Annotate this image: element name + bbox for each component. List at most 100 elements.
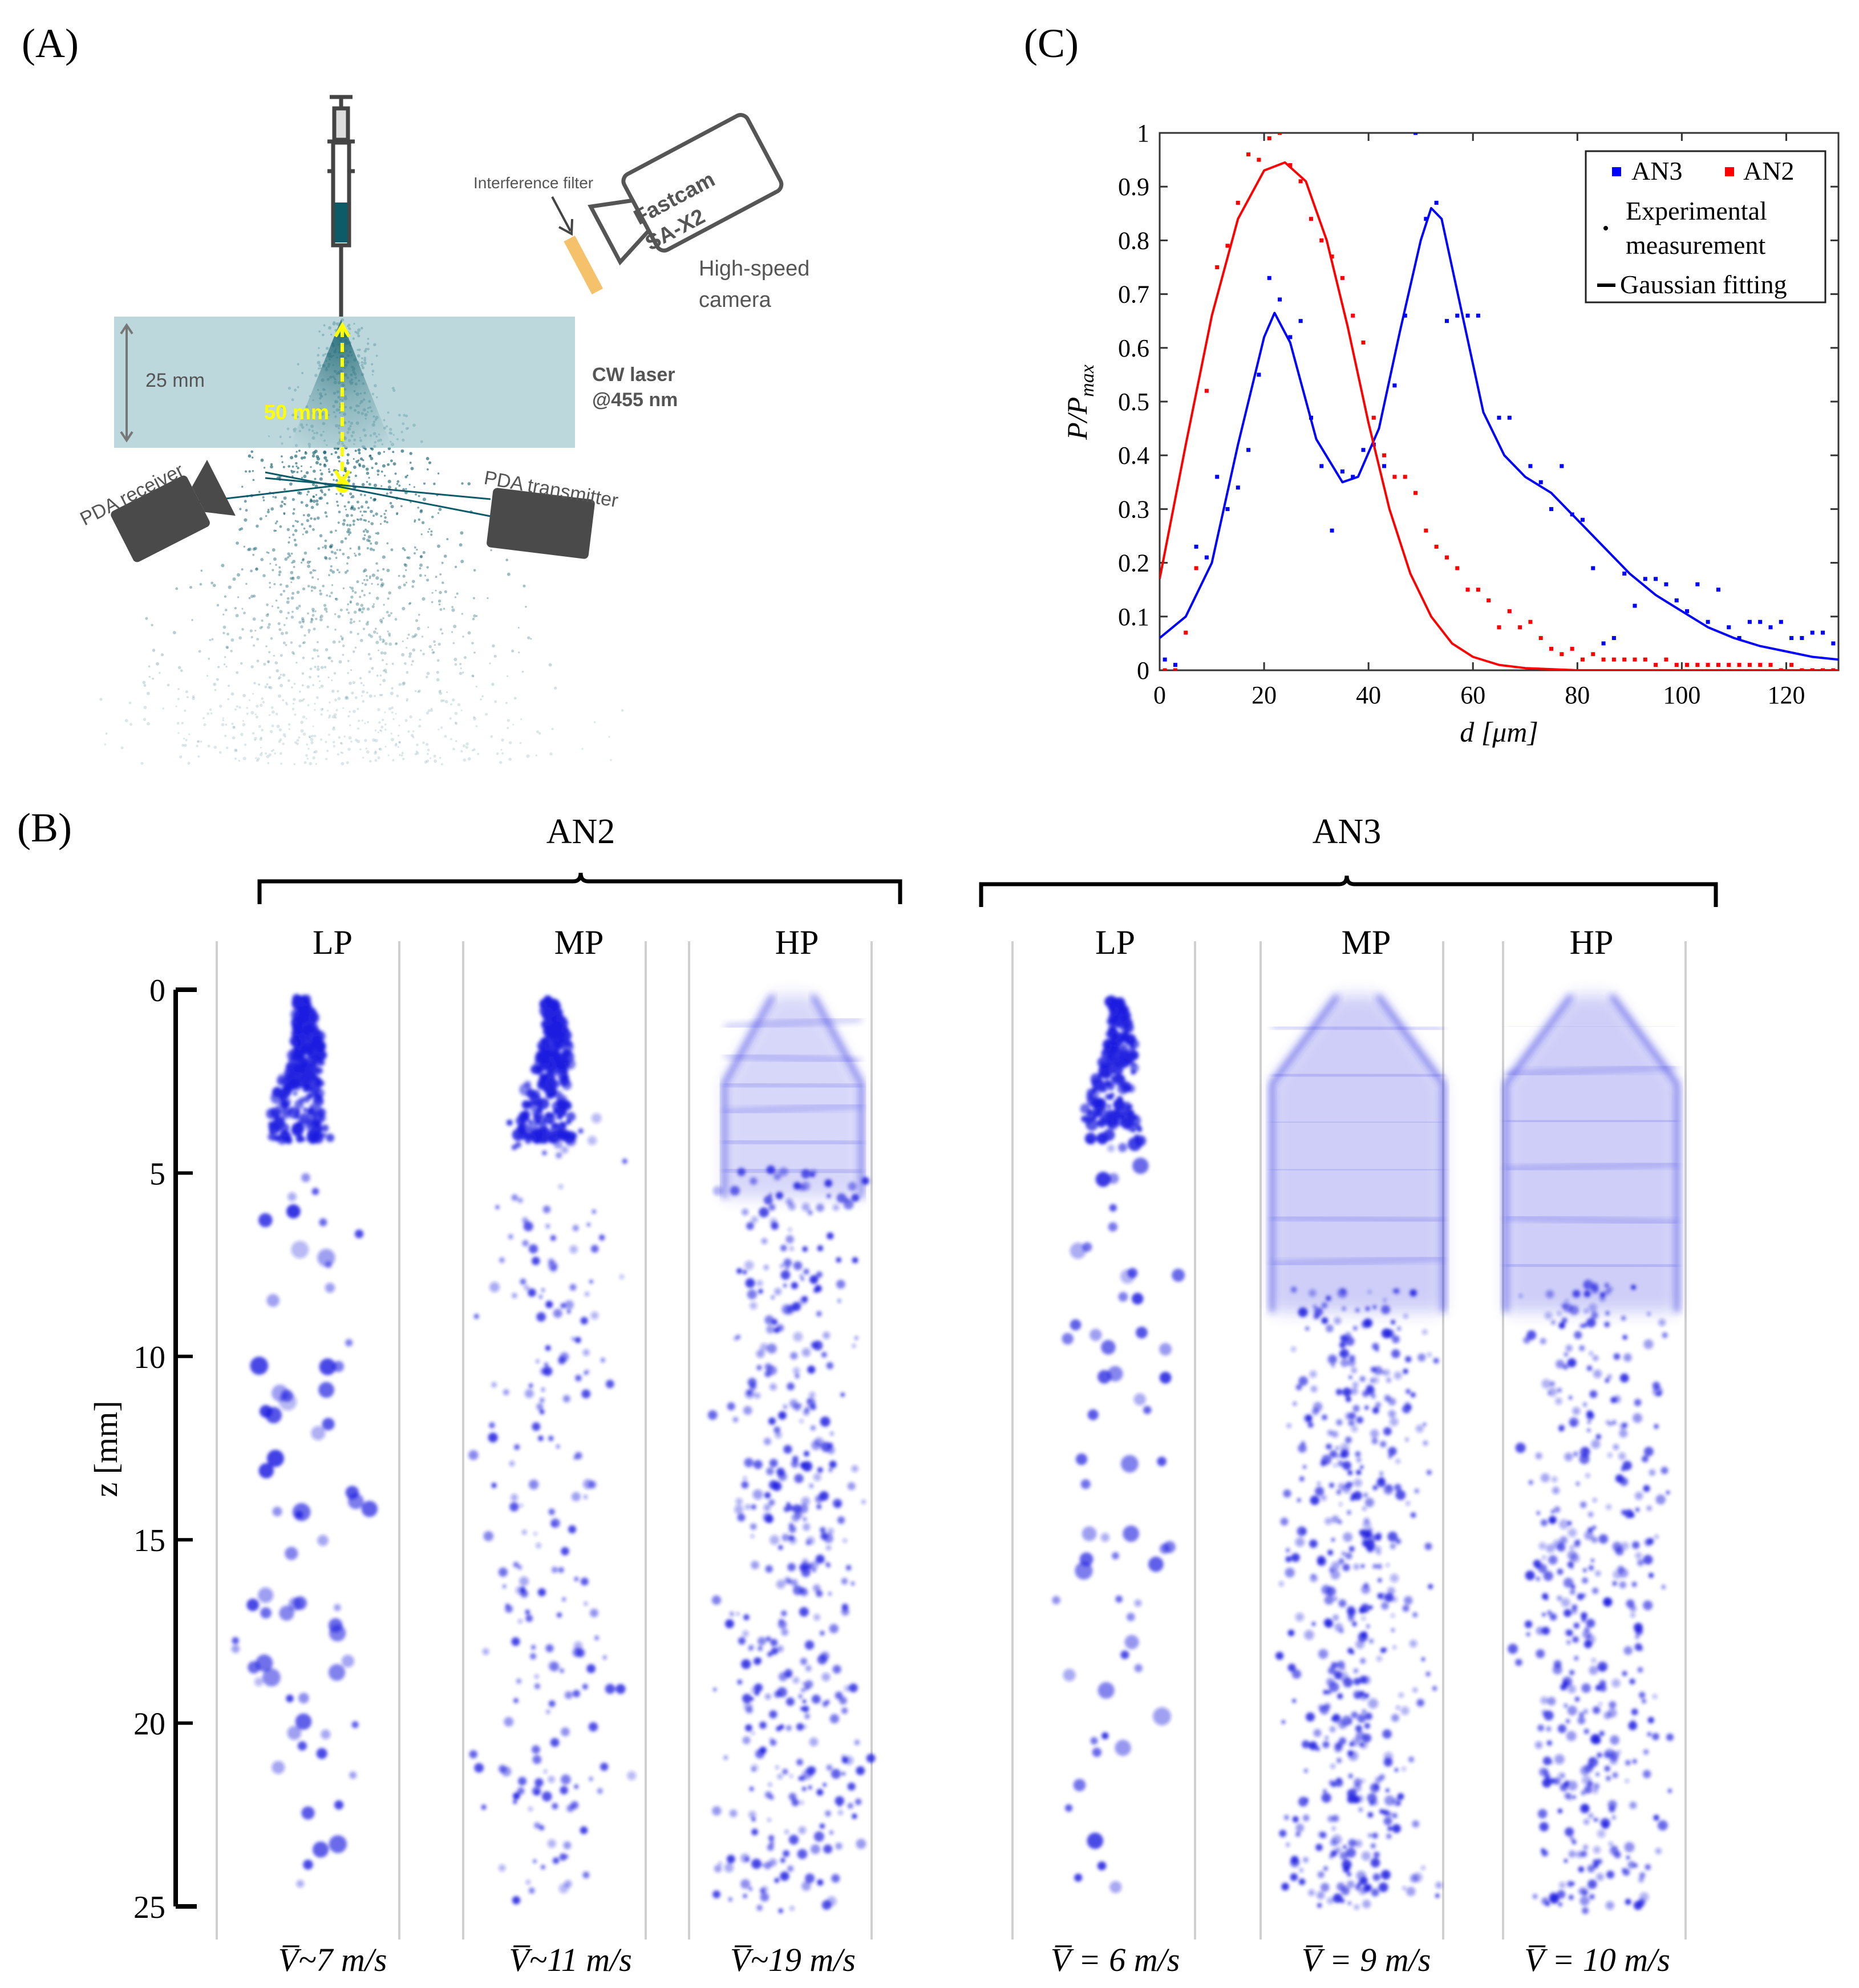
droplet <box>552 1017 557 1022</box>
spray-droplet <box>230 638 234 642</box>
droplet <box>841 1392 845 1396</box>
droplet <box>743 1406 752 1415</box>
data-point-an3 <box>1340 469 1344 473</box>
spray-droplet <box>291 611 294 613</box>
spray-droplet <box>325 511 327 514</box>
spray-droplet <box>396 695 399 698</box>
droplet <box>1537 1724 1544 1731</box>
spray-droplet <box>316 503 319 505</box>
spray-droplet <box>418 495 420 497</box>
droplet <box>831 1874 840 1882</box>
legend-dot-label-line1: Experimental <box>1626 196 1767 225</box>
spray-droplet <box>440 690 442 691</box>
droplet <box>1558 1724 1566 1733</box>
droplet <box>1108 1222 1117 1232</box>
droplet <box>349 1771 357 1779</box>
spray-droplet <box>283 466 285 468</box>
droplet <box>534 1129 542 1137</box>
droplet <box>1366 1625 1370 1628</box>
spray-droplet <box>303 475 306 478</box>
data-point-an2 <box>1340 276 1344 280</box>
droplet <box>768 1835 775 1841</box>
droplet <box>1561 1774 1565 1777</box>
spray-droplet <box>317 667 320 671</box>
spray-droplet <box>384 746 386 747</box>
spray-droplet <box>290 470 292 472</box>
droplet <box>1354 1669 1359 1674</box>
droplet <box>290 1079 299 1088</box>
droplet <box>764 1438 771 1445</box>
droplet <box>778 1545 783 1550</box>
droplet <box>784 1506 789 1512</box>
data-point-an3 <box>1758 620 1762 624</box>
spray-droplet <box>244 743 246 746</box>
spray-droplet <box>358 719 360 722</box>
droplet <box>1343 1532 1352 1542</box>
data-point-an3 <box>1205 556 1209 560</box>
data-point-an3 <box>1695 582 1699 586</box>
droplet <box>1091 1737 1098 1744</box>
droplet <box>525 1389 534 1398</box>
spray-droplet <box>359 748 361 750</box>
droplet <box>1128 1104 1133 1109</box>
droplet <box>1589 1758 1593 1762</box>
spray-droplet <box>424 760 427 763</box>
droplet <box>769 1204 776 1211</box>
droplet <box>1340 1443 1350 1453</box>
droplet <box>788 1228 792 1232</box>
data-point-an2 <box>1194 566 1198 570</box>
droplet <box>786 1698 795 1706</box>
spray-droplet <box>354 554 357 557</box>
spray-droplet <box>331 679 333 681</box>
droplet <box>1376 1564 1382 1569</box>
spray-droplet <box>342 495 344 497</box>
droplet <box>783 1445 792 1453</box>
droplet <box>1560 1684 1567 1691</box>
droplet <box>1112 1552 1119 1560</box>
spray-droplet <box>350 618 353 621</box>
droplet <box>1654 1534 1659 1539</box>
droplet <box>299 1076 311 1088</box>
spray-droplet <box>314 478 317 480</box>
droplet <box>548 1839 556 1848</box>
droplet <box>1542 1627 1550 1635</box>
droplet <box>1666 1734 1674 1741</box>
spray-droplet <box>359 677 362 679</box>
spray-droplet <box>442 633 444 635</box>
droplet <box>1339 1503 1343 1507</box>
droplet <box>1343 1845 1347 1849</box>
spray-droplet <box>526 754 529 758</box>
droplet <box>1392 1335 1400 1343</box>
droplet <box>1565 1827 1574 1836</box>
droplet <box>768 1499 775 1505</box>
spray-droplet <box>269 582 271 584</box>
droplet <box>828 1592 832 1596</box>
spray-droplet <box>280 674 282 675</box>
data-point-an2 <box>1549 647 1553 651</box>
droplet <box>748 1887 752 1891</box>
droplet <box>851 1582 854 1585</box>
spray-droplet <box>536 730 539 733</box>
spray-droplet <box>319 463 321 465</box>
spray-droplet <box>430 757 431 759</box>
spray-droplet <box>269 563 271 565</box>
spray-droplet <box>362 607 365 610</box>
spray-droplet <box>335 479 338 482</box>
droplet <box>1342 1564 1350 1571</box>
droplet <box>1354 1778 1362 1786</box>
spray-droplet <box>384 520 386 523</box>
spray-droplet <box>374 484 377 487</box>
spray-droplet <box>285 702 287 704</box>
spray-droplet <box>289 728 290 730</box>
droplet <box>784 1669 793 1678</box>
droplet <box>743 1476 747 1480</box>
droplet <box>841 1707 848 1714</box>
droplet <box>1607 1452 1613 1457</box>
droplet <box>1578 1866 1585 1873</box>
droplet <box>1130 1044 1136 1050</box>
droplet <box>1383 1485 1393 1495</box>
spray-droplet <box>368 477 370 479</box>
y-tick-label: 1 <box>1137 119 1149 147</box>
spray-droplet <box>382 568 384 570</box>
droplet <box>1545 1902 1550 1906</box>
